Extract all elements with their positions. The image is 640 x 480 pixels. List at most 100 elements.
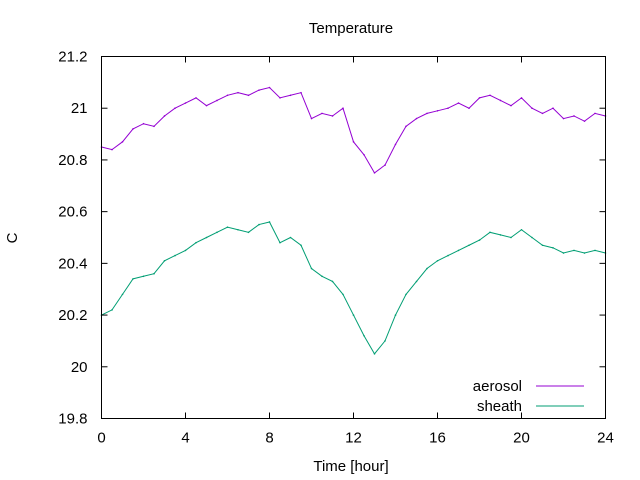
data-point-aerosol [300,91,302,94]
data-point-sheath [258,223,260,226]
data-point-sheath [121,293,124,296]
y-tick-label: 20.8 [58,152,87,169]
data-point-sheath [247,231,250,234]
x-tick-label: 16 [429,430,446,447]
data-point-aerosol [415,117,418,120]
data-point-aerosol [163,115,166,117]
data-point-aerosol [447,107,449,110]
y-tick-label: 21.2 [58,49,87,66]
x-tick-label: 12 [345,430,362,447]
x-tick-label: 24 [597,430,614,447]
series-line-sheath [101,221,606,355]
data-point-aerosol [226,94,229,97]
data-point-sheath [153,272,155,275]
data-point-sheath [342,293,344,296]
legend-label-aerosol: aerosol [473,378,522,395]
data-point-sheath [447,254,449,257]
data-point-sheath [216,231,218,234]
data-point-aerosol [258,89,260,91]
data-point-aerosol [541,112,544,115]
data-point-aerosol [457,102,460,104]
data-point-aerosol [142,122,145,125]
data-point-sheath [237,228,239,231]
data-point-aerosol [583,120,586,122]
data-point-aerosol [478,97,481,99]
data-point-sheath [289,236,292,239]
y-tick-label: 19.8 [58,411,87,428]
data-point-aerosol [268,86,271,89]
data-point-aerosol [436,110,439,112]
data-point-sheath [468,244,470,247]
data-point-aerosol [373,172,376,174]
data-point-aerosol [562,117,565,120]
data-point-sheath [394,314,397,316]
data-point-sheath [279,241,281,244]
data-point-aerosol [468,107,470,110]
data-point-aerosol [174,107,176,110]
data-point-aerosol [489,94,491,97]
data-point-sheath [205,236,208,239]
data-point-sheath [226,226,229,228]
x-axis-label: Time [hour] [313,458,388,475]
data-point-aerosol [405,125,407,128]
data-point-aerosol [394,143,397,146]
data-point-aerosol [279,97,281,99]
data-point-sheath [300,244,302,247]
data-point-sheath [310,267,313,270]
data-point-sheath [363,334,365,337]
data-point-sheath [163,259,166,262]
data-point-aerosol [195,97,197,99]
data-point-sheath [478,239,481,241]
data-point-sheath [436,259,439,262]
data-point-sheath [132,278,134,280]
data-point-aerosol [121,141,124,143]
x-tick-label: 8 [265,430,273,447]
y-tick-label: 20 [71,359,88,376]
series-layer [100,86,607,355]
legend: aerosol sheath [473,378,584,415]
data-point-aerosol [184,102,187,104]
chart-title: Temperature [309,20,393,37]
data-point-sheath [384,340,386,342]
data-point-sheath [321,275,323,278]
data-point-aerosol [132,128,134,130]
data-point-aerosol [310,117,313,120]
data-point-sheath [184,249,187,252]
data-point-aerosol [520,97,523,99]
data-point-sheath [195,241,197,244]
y-tick-label: 21 [71,100,88,117]
data-point-aerosol [573,115,575,117]
x-tick-label: 4 [181,430,189,447]
data-point-sheath [583,252,586,254]
data-point-sheath [520,228,523,231]
data-point-aerosol [552,107,554,110]
legend-label-sheath: sheath [477,398,522,415]
data-point-aerosol [363,153,365,156]
data-point-aerosol [342,107,344,110]
data-point-sheath [331,280,334,283]
data-point-aerosol [352,141,355,143]
data-point-sheath [489,231,491,234]
plot-frame [101,56,606,419]
data-point-sheath [426,267,428,270]
data-point-aerosol [289,94,292,97]
data-point-aerosol [247,94,250,97]
data-point-sheath [268,221,271,223]
data-point-sheath [541,244,544,247]
data-point-aerosol [499,99,502,102]
y-tick-label: 20.6 [58,204,87,221]
data-point-aerosol [531,107,533,110]
data-point-sheath [531,236,533,239]
x-tick-label: 20 [513,430,530,447]
data-point-sheath [111,309,113,311]
data-point-sheath [352,314,355,316]
data-point-sheath [415,280,418,283]
data-point-aerosol [111,148,113,151]
data-point-sheath [594,249,596,252]
data-point-aerosol [216,99,218,102]
data-point-sheath [552,247,554,249]
y-axis-label: C [4,232,21,243]
y-tick-label: 20.4 [58,255,87,272]
y-tick-label: 20.2 [58,307,87,324]
